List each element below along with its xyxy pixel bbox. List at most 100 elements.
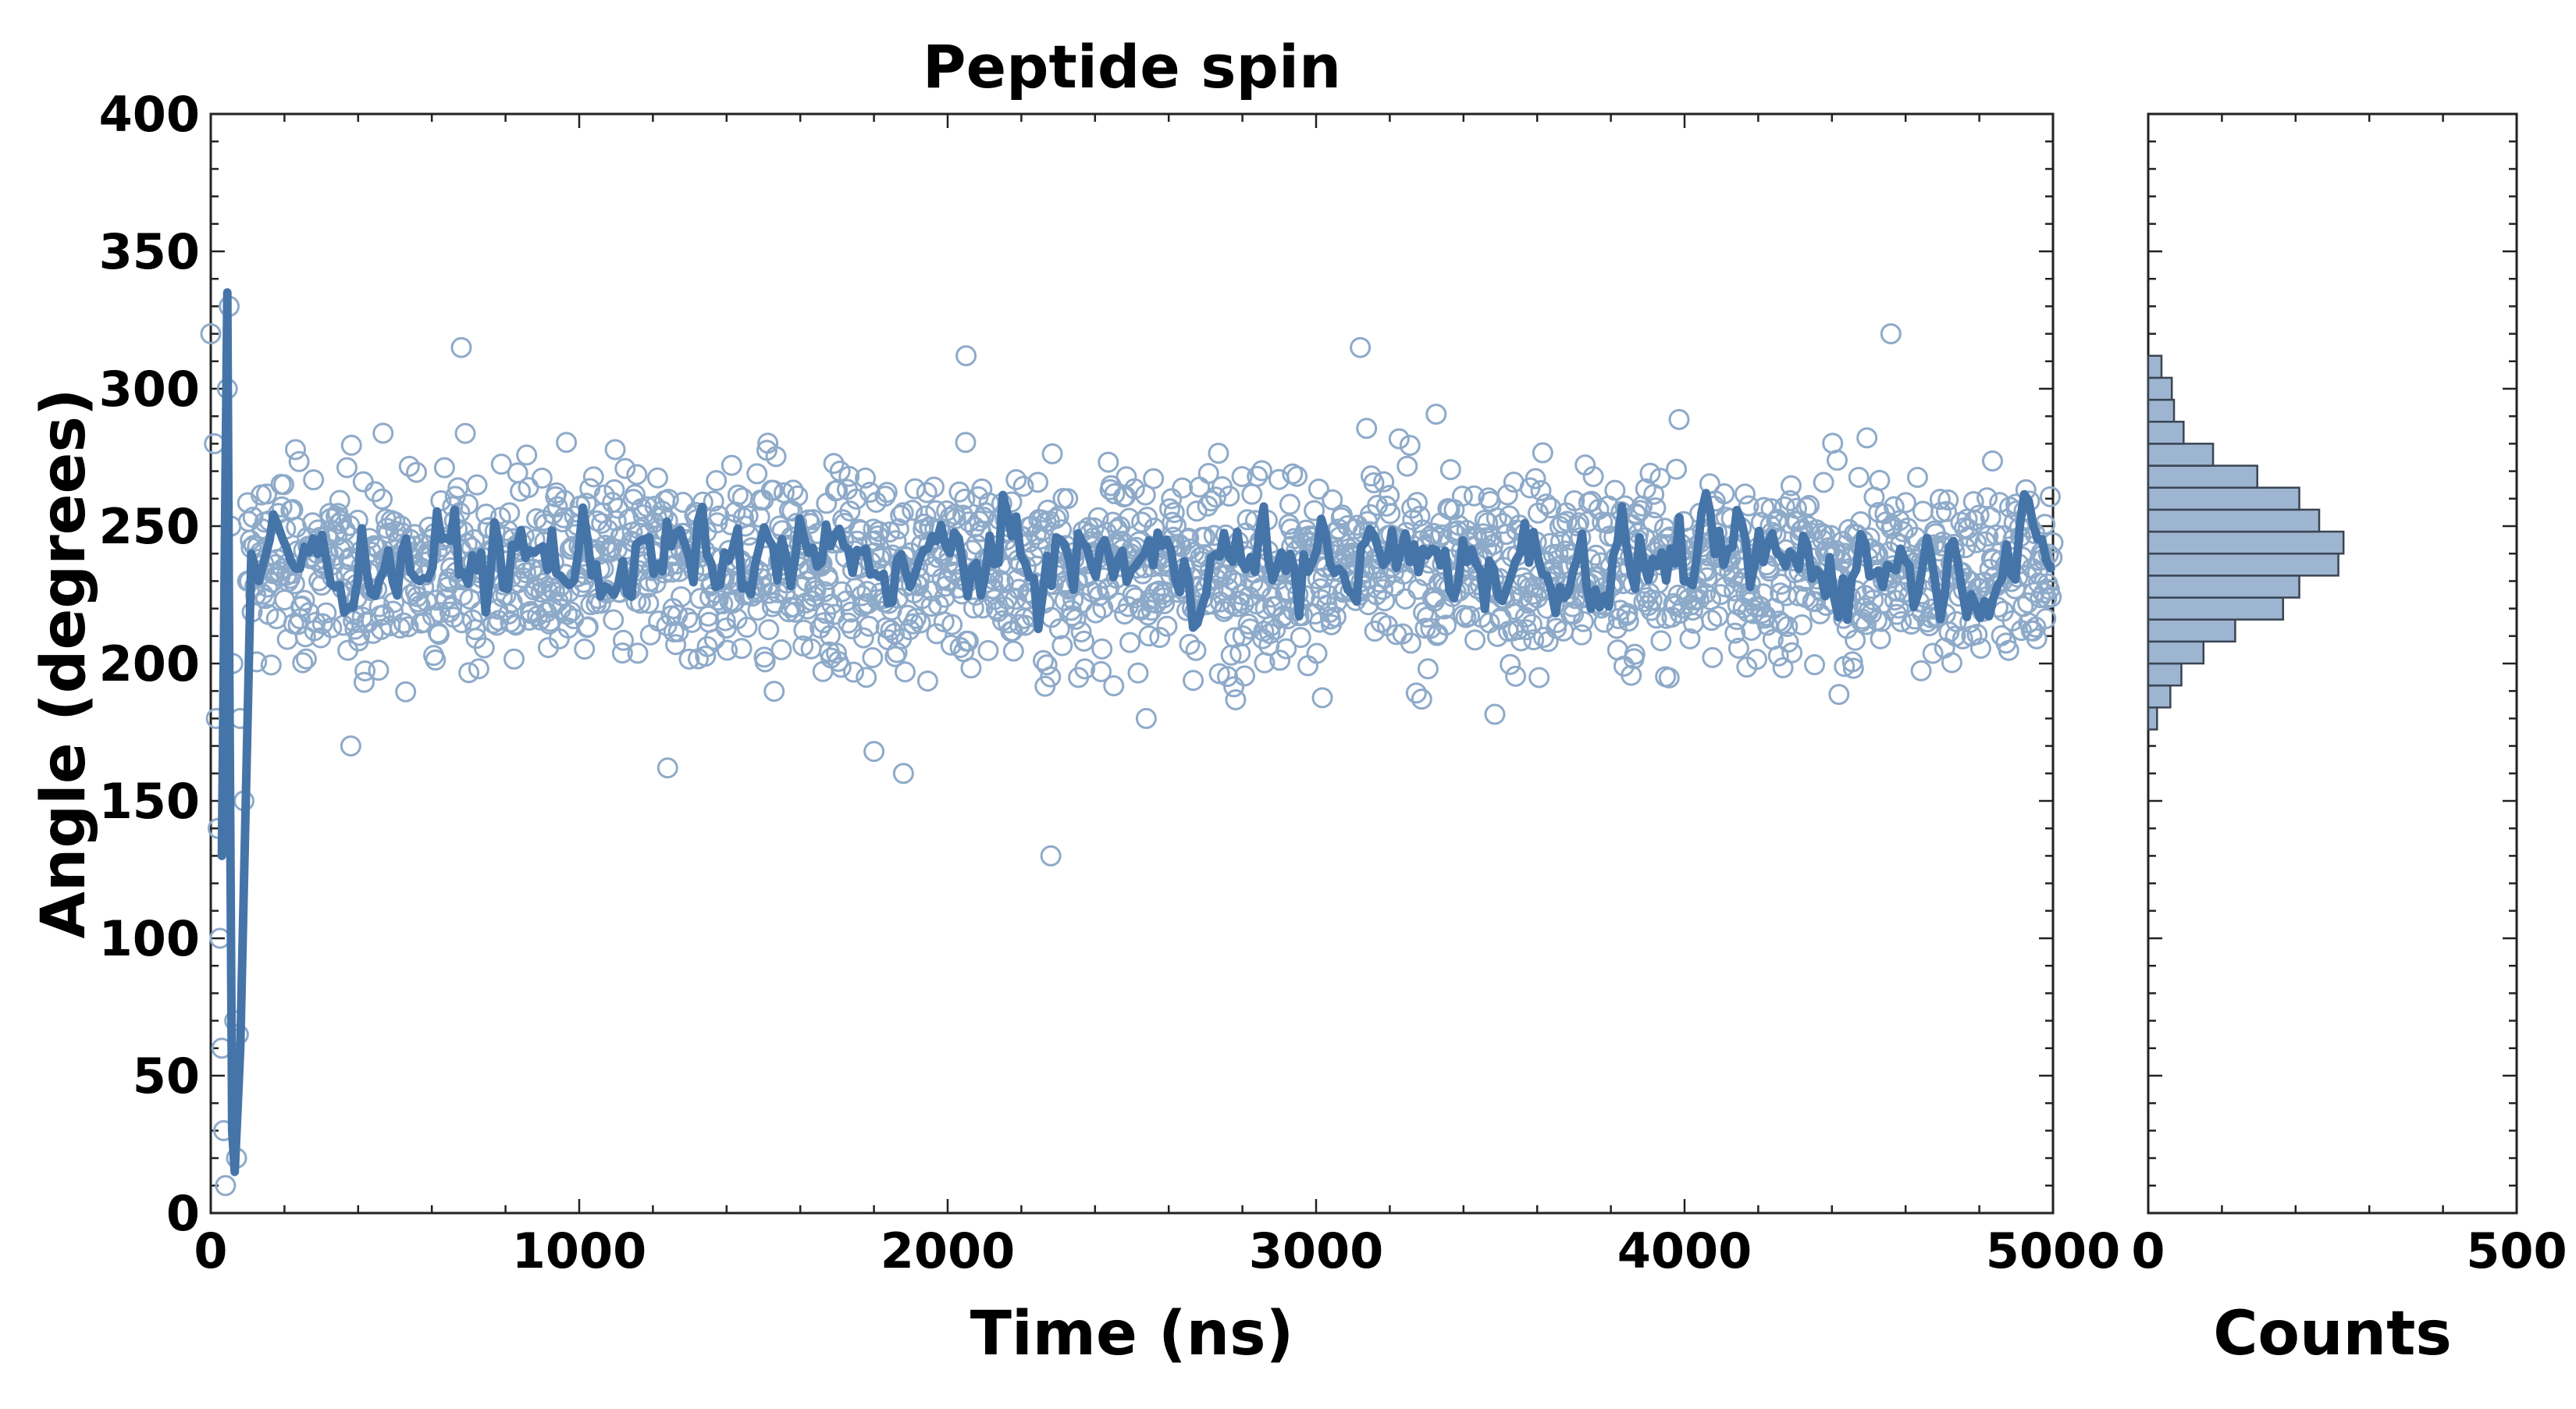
scatter-point	[962, 597, 984, 619]
scatter-point	[368, 660, 390, 681]
x-tick-label: 3000	[1249, 1222, 1384, 1279]
scatter-point	[1304, 500, 1325, 521]
scatter-point	[1752, 583, 1774, 605]
scatter-point	[955, 432, 977, 454]
scatter-point	[1040, 666, 1062, 688]
scatter-point	[1400, 632, 1421, 654]
scatter-point	[1051, 635, 1073, 656]
scatter-point	[1225, 688, 1247, 710]
scatter-point	[397, 616, 419, 638]
scatter-point	[557, 603, 578, 625]
scatter-point	[923, 476, 945, 498]
histogram-bar	[2147, 684, 2172, 709]
scatter-point	[321, 617, 343, 639]
histogram-bar	[2147, 618, 2236, 643]
scatter-point	[1161, 488, 1183, 510]
scatter-point	[1770, 573, 1792, 595]
histogram-bar	[2147, 443, 2215, 467]
scatter-point	[1451, 486, 1473, 507]
scatter-point	[292, 652, 314, 674]
x-tick-label: 1000	[512, 1222, 647, 1279]
scatter-point	[1204, 486, 1226, 508]
scatter-point	[1350, 336, 1372, 358]
scatter-point	[657, 489, 679, 511]
scatter-point	[1532, 442, 1553, 464]
scatter-point	[1251, 460, 1272, 482]
scatter-point	[425, 649, 447, 671]
scatter-point	[1070, 621, 1092, 643]
histogram-bar	[2147, 376, 2173, 401]
scatter-point	[1162, 511, 1183, 533]
scatter-point	[1439, 459, 1461, 481]
scatter-point	[1137, 507, 1158, 528]
scatter-point	[464, 528, 486, 550]
scatter-point	[763, 681, 785, 703]
scatter-point	[817, 568, 839, 590]
scatter-point	[340, 735, 361, 757]
scatter-point	[862, 646, 884, 668]
scatter-point	[1679, 628, 1701, 649]
scatter-point	[1482, 534, 1504, 556]
scatter-point	[271, 496, 293, 518]
scatter-point	[1297, 655, 1318, 677]
scatter-point	[677, 607, 699, 629]
scatter-point	[1388, 428, 1410, 450]
scatter-point	[1106, 518, 1128, 540]
scatter-point	[503, 648, 525, 670]
scatter-point	[468, 658, 489, 680]
histogram-bar	[2147, 575, 2300, 599]
scatter-point	[1646, 607, 1667, 629]
scatter-point	[1617, 610, 1639, 632]
scatter-point	[1420, 617, 1442, 639]
scatter-point	[340, 434, 362, 456]
scatter-point	[838, 465, 860, 487]
scatter-point	[1870, 628, 1891, 649]
scatter-point	[1417, 658, 1439, 680]
scatter-point	[1091, 660, 1112, 682]
scatter-point	[591, 512, 613, 534]
scatter-point	[499, 502, 521, 524]
main-plot: 0 1000 2000 3000 4000 5000 0 50 100 150 200 250 300 3…	[29, 32, 2120, 1369]
scatter-point	[1138, 625, 1160, 647]
scatter-point	[1027, 471, 1049, 493]
scatter-point	[805, 580, 827, 602]
scatter-point	[1848, 466, 1870, 488]
scatter-point	[868, 521, 890, 543]
histogram-bar	[2147, 552, 2339, 577]
scatter-point	[395, 681, 417, 703]
scatter-point	[1411, 688, 1432, 710]
scatter-point	[1528, 667, 1550, 688]
scatter-point	[1223, 676, 1245, 698]
scatter-point	[1172, 477, 1194, 499]
chart-title: Peptide spin	[923, 32, 1341, 101]
scatter-point	[611, 642, 633, 664]
scatter-point	[1083, 517, 1105, 539]
scatter-point	[334, 520, 356, 542]
scatter-point	[826, 642, 848, 664]
scatter-point	[406, 461, 428, 483]
scatter-point	[1073, 630, 1095, 652]
main-tick-labels: 0 1000 2000 3000 4000 5000 0 50 100 150 200 250 300 3…	[99, 86, 2121, 1279]
scatter-point	[1363, 471, 1385, 493]
scatter-point	[1724, 622, 1746, 644]
scatter-point	[1414, 617, 1436, 639]
scatter-point	[1822, 432, 1844, 454]
histogram-bar	[2147, 508, 2321, 533]
scatter-point	[892, 502, 914, 524]
scatter-point	[1799, 495, 1820, 517]
scatter-point	[1002, 620, 1023, 642]
scatter-point	[546, 496, 568, 518]
scatter-point	[863, 741, 885, 763]
scatter-point	[678, 648, 700, 670]
scatter-point	[1624, 643, 1646, 665]
scatter-point	[1805, 591, 1827, 613]
scatter-point	[876, 482, 898, 503]
scatter-point	[830, 656, 852, 678]
scatter-point	[1290, 627, 1311, 649]
scatter-point	[765, 446, 787, 468]
scatter-point	[1929, 489, 1951, 511]
scatter-point	[288, 450, 310, 472]
scatter-point	[1658, 667, 1680, 688]
